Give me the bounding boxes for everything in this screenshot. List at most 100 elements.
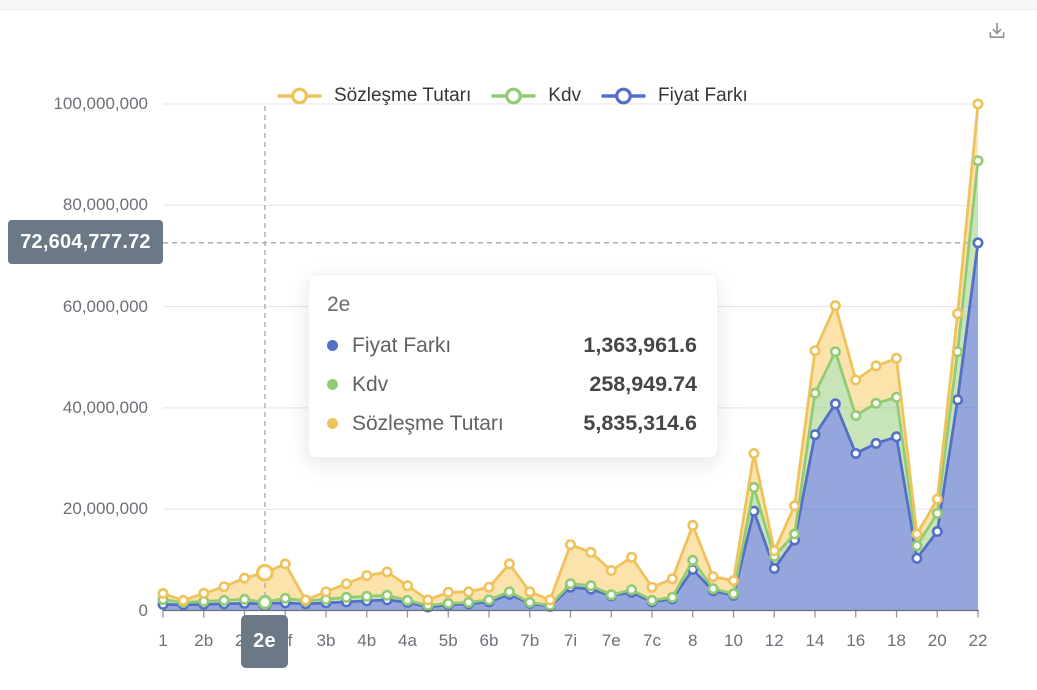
data-point-sozlesme-tutari[interactable]: [707, 571, 719, 583]
data-point-sozlesme-tutari[interactable]: [422, 594, 434, 606]
data-point-fiyat-farki[interactable]: [809, 429, 821, 441]
data-point-fiyat-farki[interactable]: [931, 525, 943, 537]
data-point-sozlesme-tutari[interactable]: [972, 98, 984, 110]
data-point-sozlesme-tutari[interactable]: [870, 360, 882, 372]
data-point-kdv[interactable]: [381, 589, 393, 601]
x-axis-label[interactable]: 20: [927, 631, 947, 650]
data-point-kdv[interactable]: [789, 528, 801, 540]
series-kdv[interactable]: [157, 155, 984, 611]
data-point-kdv[interactable]: [829, 346, 841, 358]
legend-item-sozlesme-tutari[interactable]: Sözleşme Tutarı: [277, 85, 471, 107]
highlighted-data-points[interactable]: [255, 563, 274, 611]
data-point-kdv[interactable]: [239, 593, 251, 605]
data-point-sozlesme-tutari[interactable]: [442, 586, 454, 598]
data-point-sozlesme-tutari[interactable]: [931, 493, 943, 505]
x-axis-label[interactable]: 12: [764, 631, 784, 650]
data-point-sozlesme-tutari[interactable]: [809, 345, 821, 357]
data-point-kdv[interactable]: [361, 590, 373, 602]
data-point-sozlesme-tutari[interactable]: [239, 572, 251, 584]
data-point-sozlesme-tutari[interactable]: [157, 587, 169, 599]
data-point-sozlesme-tutari[interactable]: [198, 587, 210, 599]
data-point-kdv[interactable]: [401, 594, 413, 606]
data-point-kdv[interactable]: [503, 586, 515, 598]
data-point-kdv[interactable]: [931, 507, 943, 519]
data-point-kdv[interactable]: [483, 594, 495, 606]
data-point-kdv[interactable]: [911, 540, 923, 552]
data-point-kdv[interactable]: [727, 588, 739, 600]
data-point-kdv[interactable]: [748, 481, 760, 493]
data-point-sozlesme-tutari[interactable]: [279, 558, 291, 570]
series-sozlesme-tutari[interactable]: [157, 98, 984, 606]
x-axis-label[interactable]: 7i: [563, 631, 578, 650]
data-point-sozlesme-tutari[interactable]: [524, 586, 536, 598]
data-point-fiyat-farki[interactable]: [850, 447, 862, 459]
data-point-sozlesme-tutari[interactable]: [320, 586, 332, 598]
data-point-sozlesme-tutari[interactable]: [361, 570, 373, 582]
data-point-sozlesme-tutari[interactable]: [483, 581, 495, 593]
data-point-kdv[interactable]: [809, 387, 821, 399]
x-axis-label[interactable]: 4a: [398, 631, 417, 650]
legend-item-kdv[interactable]: Kdv: [491, 85, 581, 107]
x-axis-label[interactable]: 18: [887, 631, 906, 650]
data-point-sozlesme-tutari[interactable]: [300, 594, 312, 606]
data-point-kdv[interactable]: [463, 596, 475, 608]
data-point-fiyat-farki[interactable]: [972, 237, 984, 249]
data-point-kdv[interactable]: [279, 592, 291, 604]
data-point-sozlesme-tutari[interactable]: [605, 564, 617, 576]
data-point-sozlesme-tutari[interactable]: [585, 546, 597, 558]
data-point-kdv[interactable]: [585, 580, 597, 592]
x-axis-label[interactable]: 6b: [479, 631, 499, 650]
data-point-kdv[interactable]: [524, 596, 536, 608]
data-point-kdv[interactable]: [340, 591, 352, 603]
data-point-sozlesme-tutari[interactable]: [727, 575, 739, 587]
data-point-kdv[interactable]: [564, 578, 576, 590]
data-point-sozlesme-tutari[interactable]: [626, 551, 638, 563]
data-point-sozlesme-tutari[interactable]: [564, 539, 576, 551]
x-axis-label[interactable]: 14: [805, 631, 825, 650]
data-point-sozlesme-tutari[interactable]: [340, 578, 352, 590]
highlight-point-sozlesme-tutari[interactable]: [255, 563, 274, 582]
data-point-sozlesme-tutari[interactable]: [646, 581, 658, 593]
data-point-kdv[interactable]: [666, 591, 678, 603]
data-point-sozlesme-tutari[interactable]: [890, 352, 902, 364]
data-point-kdv[interactable]: [972, 155, 984, 167]
x-axis-label[interactable]: 7e: [601, 631, 621, 650]
data-point-kdv[interactable]: [605, 589, 617, 601]
data-point-kdv[interactable]: [850, 409, 862, 421]
x-axis-label[interactable]: 7b: [520, 631, 540, 650]
data-point-sozlesme-tutari[interactable]: [829, 300, 841, 312]
data-point-sozlesme-tutari[interactable]: [850, 374, 862, 386]
data-point-kdv[interactable]: [870, 397, 882, 409]
data-point-kdv[interactable]: [687, 554, 699, 566]
x-axis-label[interactable]: 2b: [194, 631, 214, 650]
x-axis-label[interactable]: 10: [724, 631, 743, 650]
x-axis-label[interactable]: 4b: [357, 631, 377, 650]
data-point-fiyat-farki[interactable]: [952, 394, 964, 406]
data-point-sozlesme-tutari[interactable]: [544, 594, 556, 606]
data-point-sozlesme-tutari[interactable]: [911, 528, 923, 540]
x-axis-label[interactable]: 3b: [316, 631, 336, 650]
data-point-fiyat-farki[interactable]: [890, 431, 902, 443]
legend-item-fiyat-farki[interactable]: Fiyat Farkı: [601, 85, 748, 107]
data-point-sozlesme-tutari[interactable]: [218, 581, 230, 593]
highlight-point-kdv[interactable]: [257, 594, 273, 610]
x-axis-label[interactable]: 16: [846, 631, 866, 650]
data-point-sozlesme-tutari[interactable]: [177, 594, 189, 606]
data-point-kdv[interactable]: [646, 594, 658, 606]
data-point-sozlesme-tutari[interactable]: [503, 558, 515, 570]
data-point-sozlesme-tutari[interactable]: [666, 573, 678, 585]
data-point-sozlesme-tutari[interactable]: [463, 586, 475, 598]
data-point-sozlesme-tutari[interactable]: [401, 580, 413, 592]
x-axis-label[interactable]: 1: [158, 631, 168, 650]
data-point-fiyat-farki[interactable]: [768, 562, 780, 574]
data-point-fiyat-farki[interactable]: [870, 437, 882, 449]
data-point-kdv[interactable]: [707, 583, 719, 595]
x-axis-label[interactable]: 22: [968, 631, 988, 650]
x-axis-label[interactable]: 7c: [643, 631, 661, 650]
data-point-kdv[interactable]: [218, 594, 230, 606]
data-point-sozlesme-tutari[interactable]: [687, 519, 699, 531]
data-point-sozlesme-tutari[interactable]: [748, 447, 760, 459]
data-point-fiyat-farki[interactable]: [911, 552, 923, 564]
data-point-fiyat-farki[interactable]: [829, 398, 841, 410]
data-point-kdv[interactable]: [442, 597, 454, 609]
